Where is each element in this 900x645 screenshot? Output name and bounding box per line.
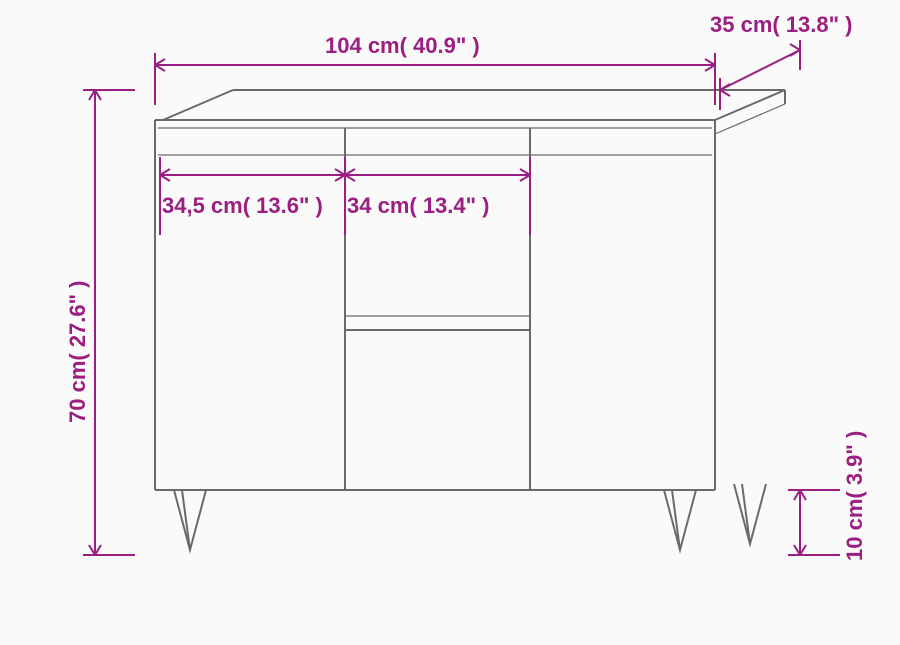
center-section-label: 34 cm( 13.4" ) xyxy=(347,193,490,219)
leg-height-label: 10 cm( 3.9" ) xyxy=(842,431,868,561)
dimension-diagram: { "accent": "#9b1e82", "outline": "#6a6a… xyxy=(0,0,900,640)
diagram-svg xyxy=(0,0,900,640)
left-section-label: 34,5 cm( 13.6" ) xyxy=(162,193,323,219)
depth-label: 35 cm( 13.8" ) xyxy=(710,12,853,38)
height-label: 70 cm( 27.6" ) xyxy=(65,280,91,423)
width-label: 104 cm( 40.9" ) xyxy=(325,33,480,59)
